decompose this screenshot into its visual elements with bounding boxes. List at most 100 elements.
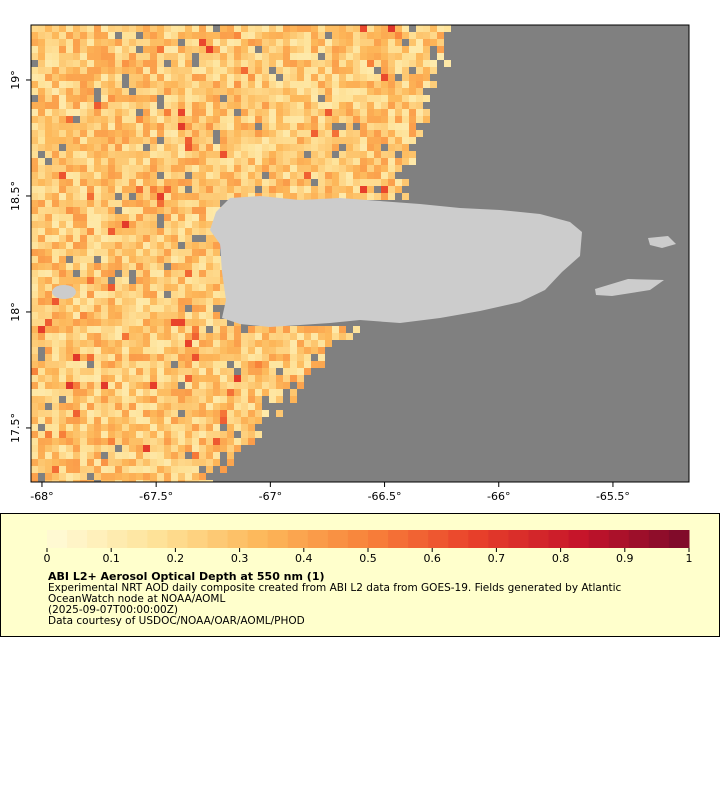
aod-cell [80, 137, 87, 144]
aod-cell [269, 165, 276, 172]
aod-cell [269, 60, 276, 67]
aod-cell [150, 438, 157, 445]
aod-cell [262, 102, 269, 109]
aod-cell [241, 347, 248, 354]
aod-cell [395, 158, 402, 165]
aod-cell [283, 368, 290, 375]
aod-cell [297, 137, 304, 144]
aod-cell [276, 165, 283, 172]
aod-cell [318, 46, 325, 53]
aod-cell [87, 277, 94, 284]
aod-cell [416, 67, 423, 74]
aod-cell [101, 298, 108, 305]
aod-cell [234, 410, 241, 417]
aod-cell [178, 375, 185, 382]
aod-cell [122, 172, 129, 179]
aod-cell [346, 333, 353, 340]
aod-cell [353, 46, 360, 53]
aod-cell [325, 60, 332, 67]
aod-cell [178, 473, 185, 480]
aod-cell [59, 39, 66, 46]
aod-cell [255, 102, 262, 109]
aod-cell [143, 193, 150, 200]
aod-cell [213, 298, 220, 305]
aod-cell [178, 130, 185, 137]
aod-cell [87, 347, 94, 354]
aod-cell [185, 459, 192, 466]
aod-cell [129, 403, 136, 410]
aod-cell [59, 123, 66, 130]
aod-cell [353, 193, 360, 200]
aod-cell [206, 361, 213, 368]
aod-cell [136, 221, 143, 228]
aod-cell [108, 207, 115, 214]
aod-cell [157, 284, 164, 291]
aod-cell [87, 417, 94, 424]
aod-cell [143, 88, 150, 95]
aod-cell [59, 431, 66, 438]
aod-cell [52, 158, 59, 165]
aod-cell [143, 326, 150, 333]
aod-cell [101, 151, 108, 158]
aod-cell [157, 67, 164, 74]
aod-cell [164, 81, 171, 88]
aod-cell [129, 67, 136, 74]
aod-cell [143, 207, 150, 214]
aod-cell [150, 172, 157, 179]
aod-cell [52, 305, 59, 312]
aod-cell [101, 263, 108, 270]
aod-cell [115, 116, 122, 123]
aod-cell [227, 368, 234, 375]
aod-cell [143, 123, 150, 130]
aod-cell [101, 214, 108, 221]
aod-cell [66, 445, 73, 452]
aod-cell [416, 81, 423, 88]
aod-cell [171, 193, 178, 200]
aod-cell [122, 88, 129, 95]
aod-cell [80, 151, 87, 158]
colorbar-cell [428, 530, 449, 548]
aod-cell [297, 186, 304, 193]
aod-cell [199, 312, 206, 319]
aod-cell [199, 74, 206, 81]
aod-cell [220, 298, 227, 305]
aod-cell [444, 25, 451, 32]
aod-cell [66, 102, 73, 109]
aod-cell [325, 74, 332, 81]
aod-cell [395, 25, 402, 32]
aod-cell [248, 438, 255, 445]
aod-cell [87, 95, 94, 102]
aod-cell [101, 95, 108, 102]
aod-cell [423, 81, 430, 88]
aod-cell [220, 172, 227, 179]
aod-cell [66, 109, 73, 116]
aod-cell [206, 144, 213, 151]
aod-cell [332, 109, 339, 116]
aod-cell [297, 158, 304, 165]
aod-cell [94, 284, 101, 291]
aod-cell [262, 67, 269, 74]
aod-cell [136, 130, 143, 137]
aod-cell [206, 95, 213, 102]
aod-cell [59, 305, 66, 312]
aod-cell [402, 88, 409, 95]
aod-cell [52, 438, 59, 445]
aod-cell [136, 81, 143, 88]
aod-cell [185, 102, 192, 109]
aod-cell [339, 32, 346, 39]
aod-cell [108, 417, 115, 424]
aod-cell [115, 221, 122, 228]
aod-cell [164, 368, 171, 375]
aod-cell [353, 179, 360, 186]
aod-cell [353, 60, 360, 67]
aod-cell [318, 347, 325, 354]
aod-cell [94, 375, 101, 382]
aod-cell [87, 207, 94, 214]
aod-cell [80, 109, 87, 116]
aod-cell [430, 67, 437, 74]
aod-cell [360, 123, 367, 130]
aod-cell [290, 137, 297, 144]
aod-cell [192, 291, 199, 298]
aod-cell [129, 207, 136, 214]
